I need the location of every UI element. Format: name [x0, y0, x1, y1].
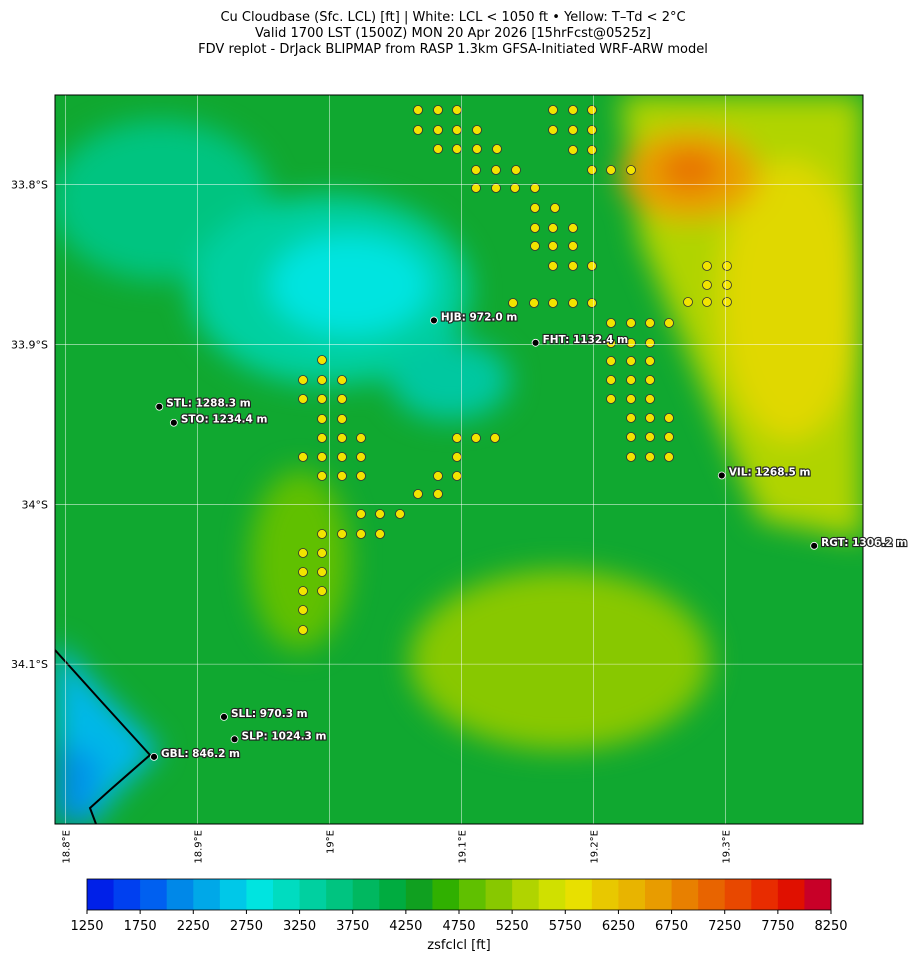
lon-label: 18.9°E [194, 830, 205, 864]
title-line: Cu Cloudbase (Sfc. LCL) [ft] | White: LC… [220, 10, 685, 25]
station-label: SLP: 1024.3 m [242, 730, 327, 742]
station-dot [230, 735, 239, 744]
colorbar-tick-label: 7750 [761, 919, 794, 934]
lat-label: 34°S [22, 498, 48, 511]
colorbar-tick-label: 4250 [389, 919, 422, 934]
title-line: FDV replot - DrJack BLIPMAP from RASP 1.… [198, 42, 708, 57]
lat-label: 33.9°S [11, 338, 48, 351]
colorbar-tick-label: 5750 [549, 919, 582, 934]
station-dot [430, 316, 438, 325]
station-label: GBL: 846.2 m [161, 748, 240, 760]
colorbar: 1250 1750 2250 2750 3250 3750 4250 4750 5250 5750… [70, 878, 848, 953]
colorbar-tick-label: 8250 [814, 919, 847, 934]
colorbar-bin [140, 879, 168, 910]
graticule [55, 95, 863, 824]
colorbar-bin [645, 879, 673, 910]
colorbar-bin [87, 879, 115, 910]
terrain [55, 95, 863, 824]
colorbar-tick-label: 3750 [336, 919, 369, 934]
station-label: HJB: 972.0 m [441, 311, 517, 323]
lon-label: 19.3°E [722, 830, 733, 864]
colorbar-bin [591, 879, 619, 910]
station-label: SLL: 970.3 m [231, 708, 308, 720]
station-dot [155, 402, 164, 411]
station-dot [531, 338, 540, 347]
colorbar-bin [166, 879, 194, 910]
colorbar-tick-label: 7250 [708, 919, 741, 934]
colorbar-bin [777, 879, 805, 910]
map-frame [54, 94, 864, 825]
stations: HJB: 972.0 m FHT: 1132.4 m STL: 1288.3 m ST… [150, 310, 908, 761]
colorbar-bin [618, 879, 646, 910]
colorbar-tick-label: 4750 [442, 919, 475, 934]
station-label: FHT: 1132.4 m [543, 334, 629, 346]
colorbar-bin [485, 879, 513, 910]
colorbar-tick-label: 1750 [124, 919, 157, 934]
colorbar-bin [379, 879, 407, 910]
colorbar-bin [538, 879, 566, 910]
colorbar-tick-label: 5250 [496, 919, 529, 934]
colorbar-bin [352, 879, 380, 910]
colorbar-bin [405, 879, 433, 910]
colorbar-tick-label: 6250 [602, 919, 635, 934]
title-line: Valid 1700 LST (1500Z) MON 20 Apr 2026 [… [255, 26, 651, 41]
colorbar-bin [113, 879, 141, 910]
colorbar-bin [512, 879, 540, 910]
lon-label: 19.1°E [458, 830, 469, 864]
station-dot [150, 752, 158, 761]
station-dot [169, 418, 178, 427]
colorbar-tick-label: 1250 [70, 919, 103, 934]
cu-markers [298, 105, 732, 635]
colorbar-bin [299, 879, 327, 910]
coastline [55, 649, 152, 824]
lat-label: 34.1°S [11, 658, 48, 671]
station-dot [220, 712, 228, 721]
colorbar-bin [671, 879, 699, 910]
colorbar-bin [565, 879, 593, 910]
colorbar-bin [326, 879, 354, 910]
colorbar-tick-label: 3250 [283, 919, 316, 934]
station-label: RGT: 1306.2 m [821, 537, 907, 549]
colorbar-tick-label: 2250 [177, 919, 210, 934]
colorbar-bin [724, 879, 752, 910]
station-label: VIL: 1268.5 m [729, 466, 811, 478]
axes: 33.8°S 33.9°S 34°S 34.1°S 18.8°E 18.9°E 19°E 19… [11, 179, 733, 864]
station-dot [810, 541, 819, 550]
colorbar-label: zsfclcl [ft] [427, 938, 490, 953]
colorbar-bin [273, 879, 301, 910]
lon-label: 18.8°E [62, 830, 73, 864]
lon-label: 19°E [326, 830, 337, 854]
station-label: STO: 1234.4 m [181, 414, 268, 426]
colorbar-bin [459, 879, 487, 910]
station-label: STL: 1288.3 m [166, 398, 250, 410]
lat-label: 33.8°S [11, 179, 48, 192]
colorbar-tick-label: 6750 [655, 919, 688, 934]
colorbar-bin [246, 879, 274, 910]
colorbar-bin [193, 879, 221, 910]
lon-label: 19.2°E [590, 830, 601, 864]
colorbar-bin [804, 879, 832, 910]
colorbar-bin [698, 879, 726, 910]
colorbar-bin [432, 879, 460, 910]
station-dot [717, 471, 726, 480]
colorbar-bin [219, 879, 247, 910]
colorbar-bin [751, 879, 779, 910]
colorbar-tick-label: 2750 [230, 919, 263, 934]
